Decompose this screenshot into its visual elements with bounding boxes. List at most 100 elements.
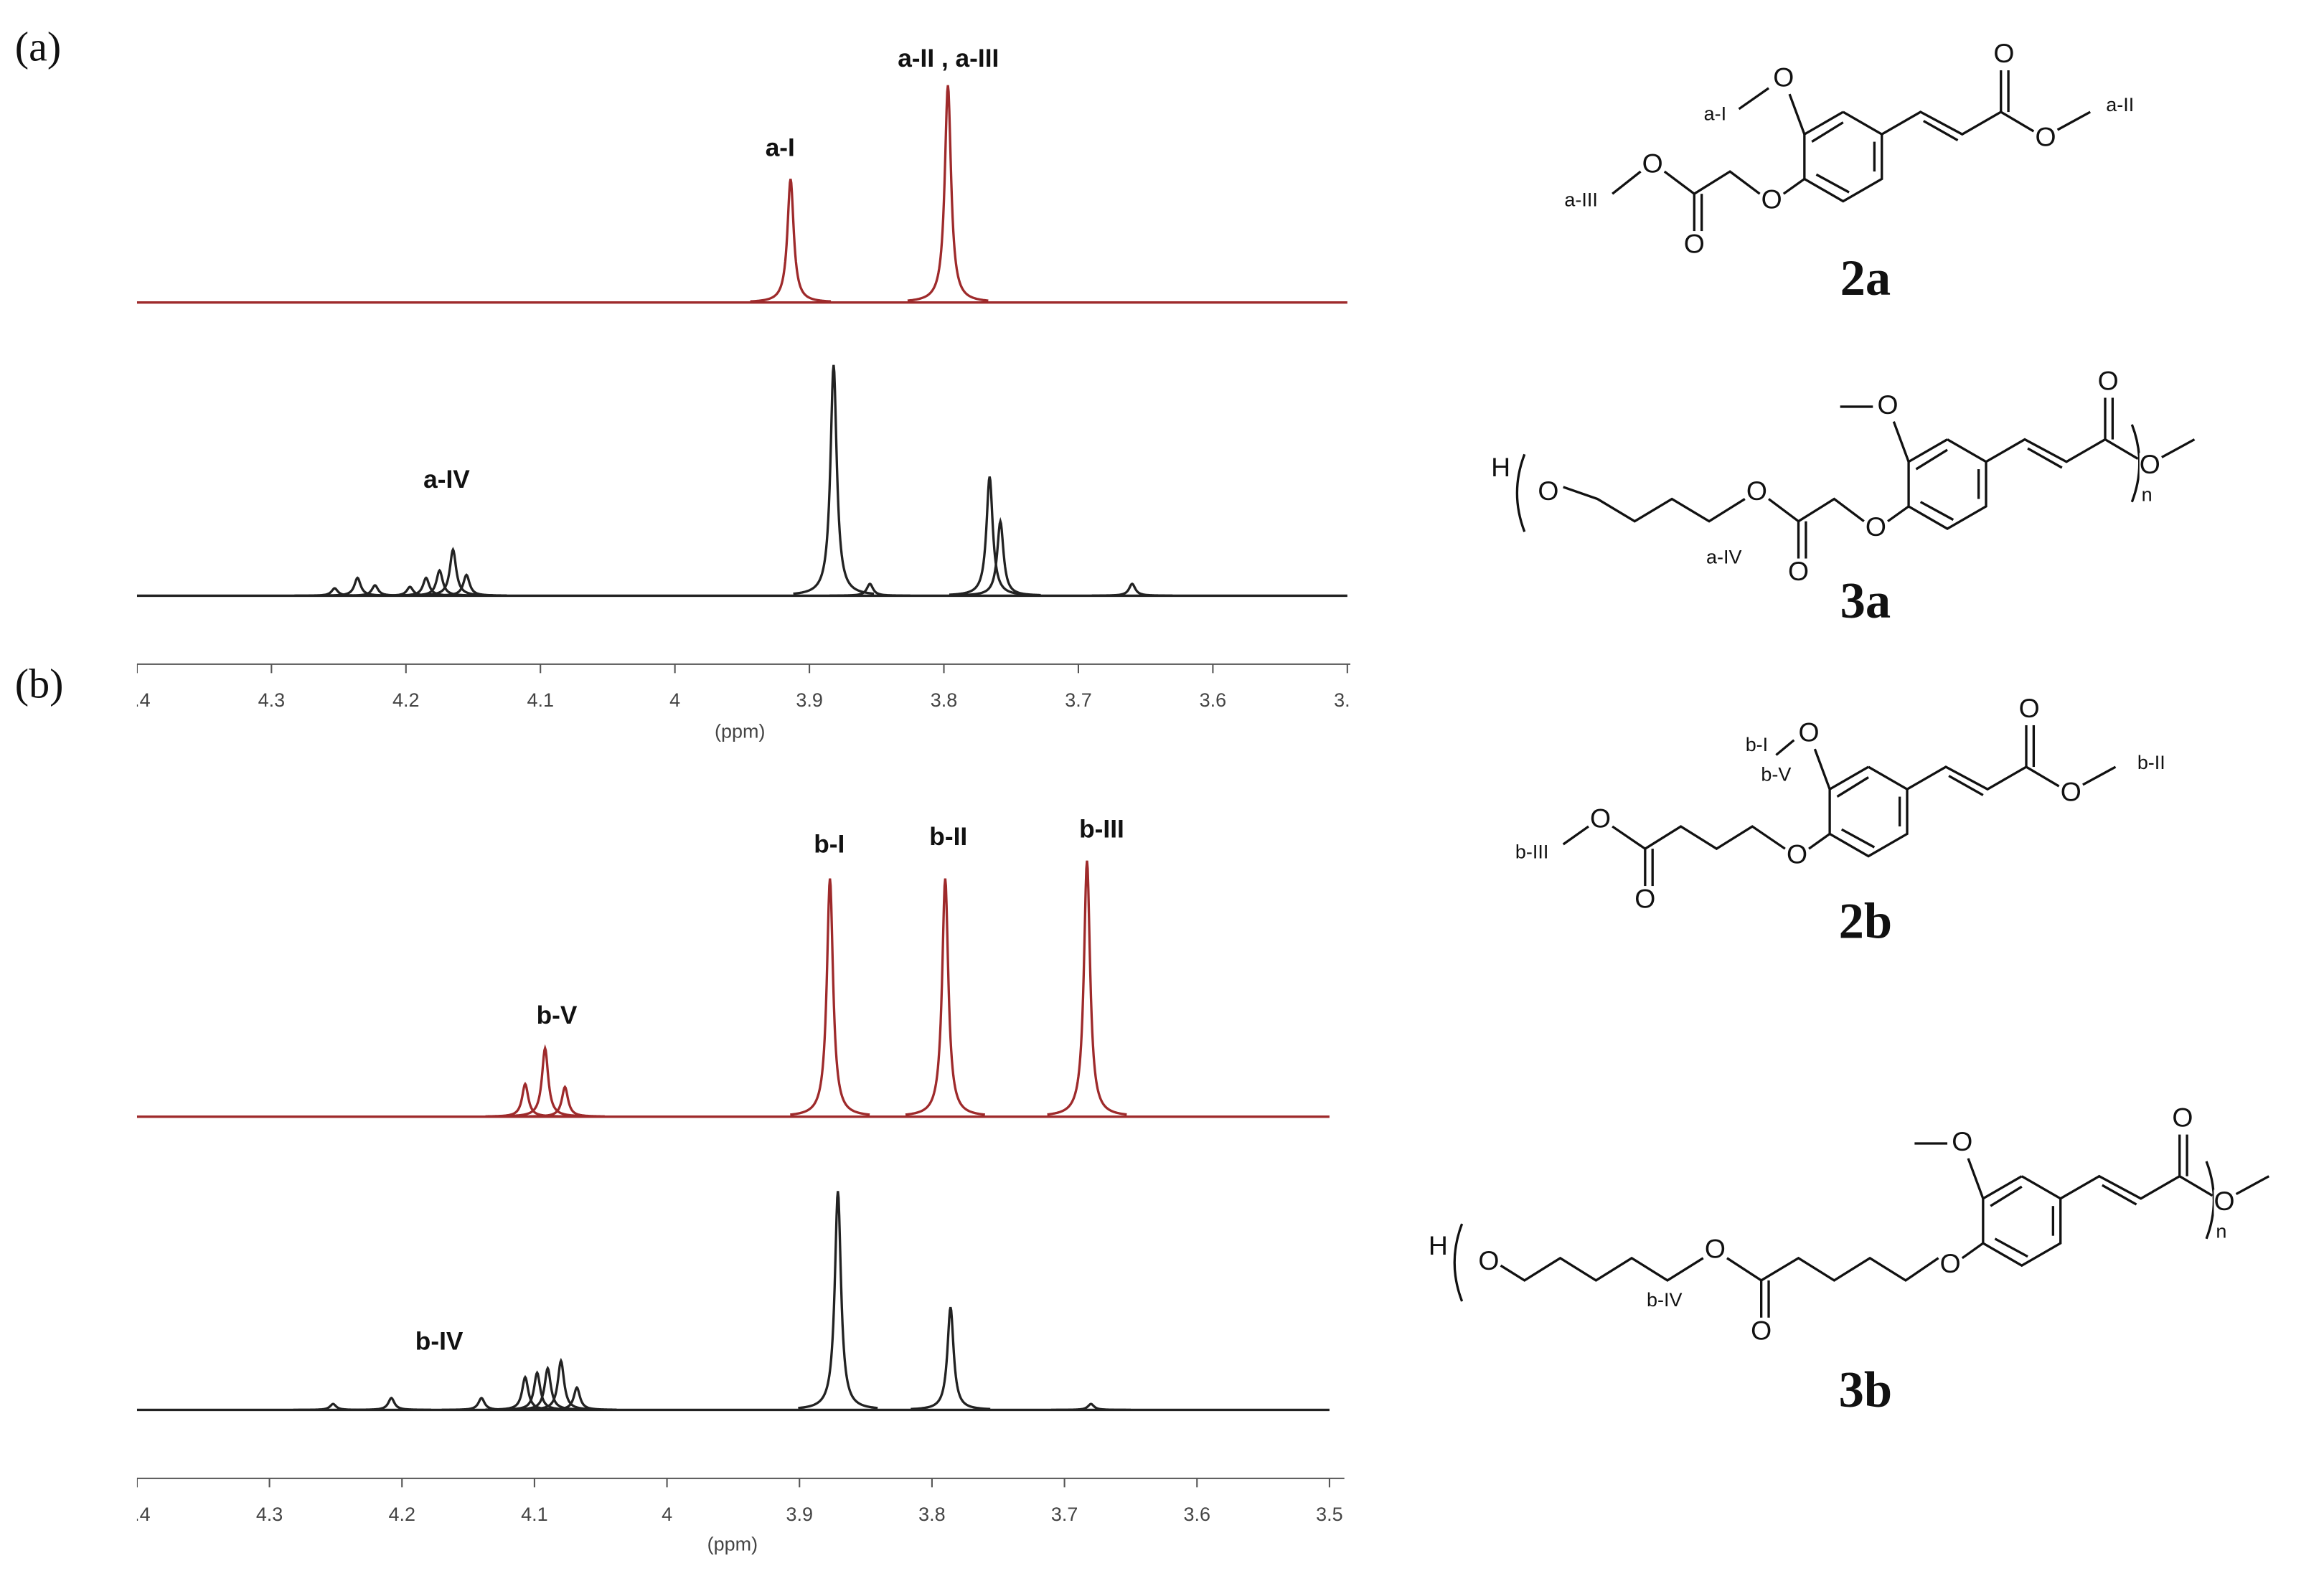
x-tick-label: 4.4 bbox=[123, 1504, 151, 1525]
bond bbox=[2104, 438, 2139, 460]
bond bbox=[2027, 447, 2063, 469]
peak bbox=[1091, 582, 1173, 597]
atom-bg bbox=[1939, 1252, 1961, 1279]
peak-label: b-IV bbox=[415, 1327, 464, 1355]
bond bbox=[1644, 825, 1786, 851]
atom-label: H bbox=[1429, 1230, 1448, 1260]
compound-label: 3b bbox=[1839, 1362, 1892, 1418]
site-label: a-IV bbox=[1706, 547, 1741, 568]
atom-bg bbox=[1490, 456, 1512, 483]
x-tick-label: 4.1 bbox=[521, 1504, 548, 1525]
atom-bg bbox=[1642, 152, 1663, 179]
atom-label: O bbox=[1787, 839, 1807, 869]
bond bbox=[2000, 110, 2035, 133]
bond bbox=[1760, 1256, 1939, 1282]
atom-bg bbox=[1634, 887, 1656, 915]
bond bbox=[2102, 1184, 2137, 1206]
panel-label: (b) bbox=[15, 660, 64, 707]
compound-label: 2a bbox=[1840, 250, 1891, 306]
site-label: b-III bbox=[1515, 841, 1548, 863]
bond bbox=[1808, 833, 1831, 850]
peak bbox=[790, 878, 870, 1116]
atom-label: O bbox=[1684, 229, 1705, 259]
site-label: a-III bbox=[1564, 189, 1597, 211]
x-axis-label: (ppm) bbox=[707, 1533, 758, 1555]
bond bbox=[1500, 1256, 1704, 1282]
peak bbox=[485, 1081, 565, 1118]
atom-bg bbox=[2097, 369, 2119, 397]
bond bbox=[1612, 170, 1642, 195]
site-label: n bbox=[2142, 484, 2153, 506]
atom-bg bbox=[2035, 125, 2056, 153]
atom-bg bbox=[1786, 842, 1807, 870]
x-tick-label: 4.3 bbox=[258, 689, 286, 711]
x-tick-label: 4.2 bbox=[392, 689, 420, 711]
bond bbox=[1768, 498, 1800, 523]
x-tick-label: 4.2 bbox=[388, 1504, 415, 1525]
peak bbox=[750, 179, 832, 303]
atom-label: O bbox=[1773, 62, 1794, 92]
bond bbox=[1967, 1158, 1985, 1199]
panel-a: 4.4 4.3 4.2 4.1 4 3.9 3.8 3.7 3.6 3.5 bbox=[123, 85, 1361, 711]
bond bbox=[1906, 765, 2027, 791]
panel-b: 4.4 4.3 4.2 4.1 4 3.9 3.8 3.7 3.6 3.5 bbox=[123, 860, 1345, 1525]
bond bbox=[1775, 739, 1795, 756]
x-tick-label: 4 bbox=[669, 689, 680, 711]
atom-bg bbox=[1993, 42, 2015, 69]
atom-bg bbox=[1798, 720, 1820, 748]
bond bbox=[1840, 828, 1876, 849]
peak bbox=[949, 476, 1030, 596]
atom-bg bbox=[1683, 232, 1705, 260]
x-tick-label: 4.3 bbox=[256, 1504, 283, 1525]
peak bbox=[505, 1044, 585, 1118]
atom-label: O bbox=[1788, 556, 1809, 586]
bracket bbox=[2205, 1161, 2216, 1240]
site-label: a-II bbox=[2106, 94, 2134, 115]
bond bbox=[1990, 1185, 2023, 1207]
bond bbox=[1961, 1242, 1984, 1260]
atom-bg bbox=[1751, 1318, 1772, 1346]
x-tick-label: 3.9 bbox=[786, 1504, 813, 1525]
bond bbox=[1836, 776, 1869, 798]
peak bbox=[911, 1306, 991, 1410]
peak bbox=[907, 85, 989, 302]
peak-label: b-I bbox=[814, 830, 845, 858]
peak bbox=[521, 1357, 601, 1411]
site-label: b-I bbox=[1746, 734, 1768, 755]
atom-bg bbox=[2018, 697, 2040, 724]
x-tick-label: 4.4 bbox=[123, 689, 151, 711]
peak bbox=[905, 878, 985, 1116]
bond bbox=[1948, 775, 1984, 796]
atom-label: O bbox=[1705, 1233, 1726, 1263]
bracket bbox=[1515, 453, 1526, 532]
atom-label: O bbox=[2098, 366, 2119, 396]
bond bbox=[1815, 173, 1850, 194]
site-label: b-IV bbox=[1647, 1289, 1682, 1311]
peak bbox=[352, 1396, 431, 1411]
bond bbox=[1612, 825, 1646, 850]
atom-bg bbox=[1952, 1130, 1973, 1157]
atom-label: O bbox=[1993, 38, 2014, 68]
x-tick-label: 3.8 bbox=[918, 1504, 945, 1525]
bond bbox=[2235, 1175, 2270, 1196]
atom-label: O bbox=[2140, 449, 2160, 479]
bond bbox=[1813, 748, 1831, 790]
bond bbox=[1563, 486, 1746, 523]
atom-label: O bbox=[2172, 1103, 2193, 1133]
site-label: n bbox=[2216, 1221, 2226, 1242]
atom-label: O bbox=[1634, 884, 1655, 914]
atom-label: O bbox=[1478, 1245, 1499, 1275]
atom-label: O bbox=[2019, 693, 2040, 723]
x-tick-label: 3.5 bbox=[1334, 689, 1361, 711]
atom-bg bbox=[1761, 187, 1782, 215]
atom-bg bbox=[1746, 479, 1767, 506]
atom-label: O bbox=[1746, 476, 1767, 506]
bond bbox=[1892, 421, 1910, 463]
atom-bg bbox=[1590, 807, 1612, 834]
bond bbox=[2026, 765, 2060, 788]
atom-label: O bbox=[1878, 390, 1899, 420]
bond bbox=[1919, 501, 1954, 522]
atom-bg bbox=[1877, 393, 1899, 420]
panel-label: (a) bbox=[15, 23, 61, 70]
